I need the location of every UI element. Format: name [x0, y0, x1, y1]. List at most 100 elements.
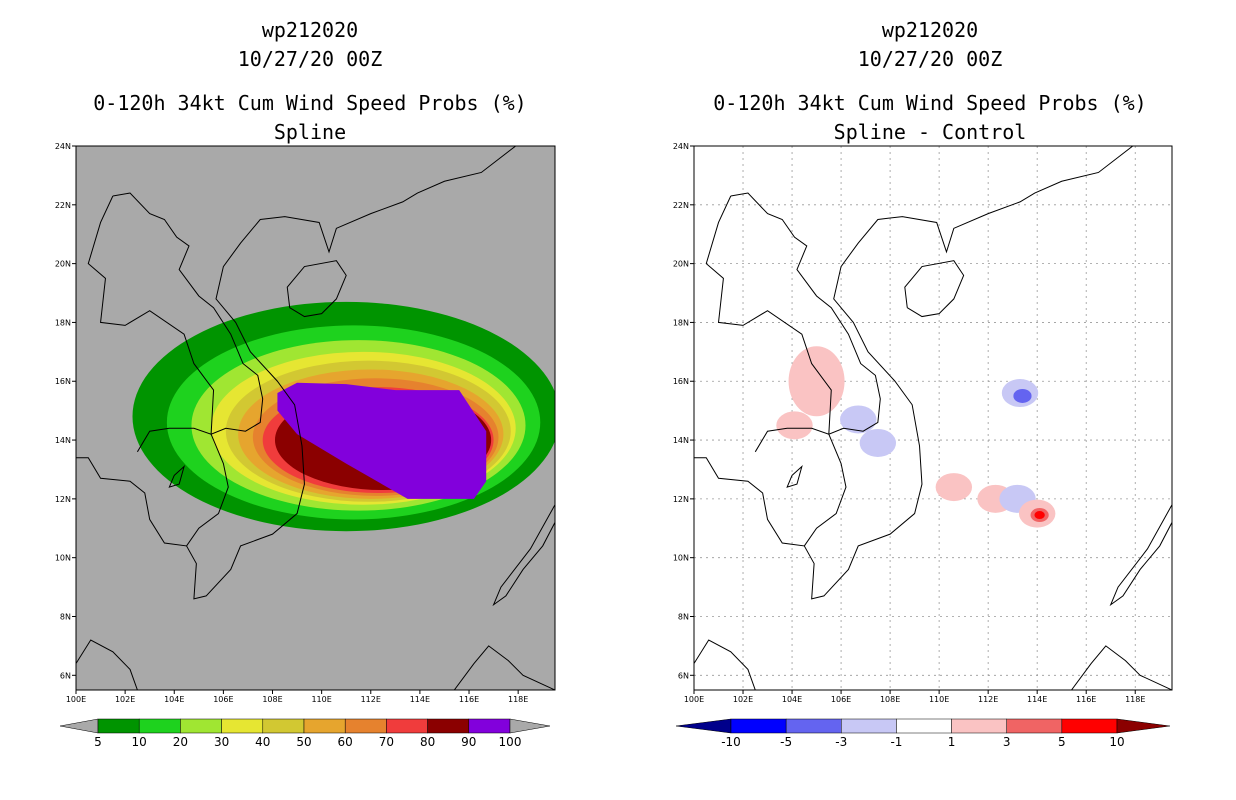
colorbar-label: 30 — [214, 735, 229, 749]
x-tick-label: 104E — [164, 695, 184, 704]
colorbar-label: 3 — [1003, 735, 1011, 749]
y-tick-label: 18N — [55, 318, 71, 327]
border-thailand — [705, 195, 832, 435]
x-tick-label: 108E — [262, 695, 282, 704]
colorbar-box — [138, 718, 181, 734]
prob-band-100 — [277, 382, 487, 499]
y-tick-label: 10N — [55, 554, 71, 563]
x-tick-label: 102E — [115, 695, 135, 704]
colorbar-label: 70 — [379, 735, 394, 749]
coastline-borneo — [1071, 645, 1172, 690]
x-tick-label: 102E — [733, 695, 753, 704]
coastline-malay — [76, 639, 138, 690]
x-tick-label: 112E — [361, 695, 381, 704]
x-tick-label: 114E — [1027, 695, 1047, 704]
y-tick-label: 6N — [60, 671, 71, 680]
colorbar-label: 90 — [461, 735, 476, 749]
colorbar-box — [427, 718, 470, 734]
right-subtitle: Spline - Control — [833, 120, 1027, 144]
x-tick-label: 100E — [66, 695, 86, 704]
y-tick-label: 8N — [678, 612, 689, 621]
diff-blob — [859, 428, 897, 457]
y-tick-label: 18N — [673, 318, 689, 327]
y-tick-label: 24N — [673, 142, 689, 151]
y-tick-label: 14N — [673, 436, 689, 445]
x-tick-label: 116E — [459, 695, 479, 704]
colorbar-label: -1 — [890, 735, 902, 749]
colorbar-box — [262, 718, 305, 734]
x-tick-label: 118E — [1125, 695, 1145, 704]
x-tick-label: 114E — [410, 695, 430, 704]
colorbar-label: -10 — [721, 735, 741, 749]
x-tick-label: 116E — [1076, 695, 1096, 704]
tonle-sap-lake — [786, 464, 803, 488]
x-tick-label: 112E — [978, 695, 998, 704]
y-tick-label: 12N — [673, 495, 689, 504]
colorbar-label: 10 — [1109, 735, 1124, 749]
colorbar-box — [1061, 718, 1118, 734]
x-tick-label: 106E — [831, 695, 851, 704]
coastline-vietnam — [694, 146, 1134, 600]
border-laos — [730, 192, 881, 453]
colorbar-arrow-low — [59, 718, 99, 734]
diff-blob — [935, 473, 973, 502]
colorbar-label: 50 — [296, 735, 311, 749]
border-cambodia — [186, 433, 229, 547]
y-tick-label: 12N — [55, 495, 71, 504]
right-date: 10/27/20 00Z — [857, 47, 1003, 71]
colorbar-box — [785, 718, 842, 734]
border-thailand — [87, 195, 215, 435]
colorbar-label: 5 — [1058, 735, 1066, 749]
x-tick-label: 108E — [880, 695, 900, 704]
map-frame — [75, 145, 556, 691]
coastline-borneo — [453, 645, 555, 690]
map-panel-1 — [694, 146, 1172, 690]
colorbar-box — [951, 718, 1007, 734]
coastline-palawan — [492, 504, 555, 607]
colorbar-label: -3 — [835, 735, 847, 749]
colorbar-box — [896, 718, 952, 734]
colorbar-box — [1006, 718, 1063, 734]
coastline-hainan — [286, 260, 347, 318]
border-cambodia — [803, 433, 847, 547]
left-title: 0-120h 34kt Cum Wind Speed Probs (%) — [93, 91, 527, 115]
y-tick-label: 10N — [673, 554, 689, 563]
border-laos — [112, 192, 264, 453]
colorbar-label: 10 — [132, 735, 147, 749]
x-tick-label: 100E — [684, 695, 704, 704]
coastline-malay — [694, 639, 756, 690]
tonle-sap-lake — [168, 465, 186, 488]
colorbar-box — [97, 718, 140, 734]
y-tick-label: 14N — [55, 436, 71, 445]
left-storm-id: wp212020 — [261, 18, 359, 42]
map-background — [694, 146, 1172, 690]
colorbar-arrow-high — [1116, 718, 1171, 734]
map-panel-0 — [76, 146, 555, 690]
y-tick-label: 22N — [55, 201, 71, 210]
left-subtitle: Spline — [273, 120, 347, 144]
colorbar-label: 5 — [94, 735, 102, 749]
colorbar-label: -5 — [780, 735, 792, 749]
colorbar-label: 60 — [338, 735, 353, 749]
x-tick-label: 104E — [782, 695, 802, 704]
diff-blob — [776, 411, 813, 440]
colorbar-box — [386, 718, 428, 734]
y-tick-label: 6N — [678, 671, 689, 680]
x-tick-label: 118E — [508, 695, 528, 704]
right-title: 0-120h 34kt Cum Wind Speed Probs (%) — [713, 91, 1147, 115]
y-tick-label: 20N — [55, 260, 71, 269]
colorbar-box — [468, 718, 511, 734]
colorbar-box — [180, 718, 222, 734]
left-panel-title: wp212020 10/27/20 00Z 0-120h 34kt Cum Wi… — [60, 16, 560, 147]
colorbar-label: 40 — [255, 735, 270, 749]
y-tick-label: 8N — [60, 612, 71, 621]
x-tick-label: 110E — [311, 695, 331, 704]
x-tick-label: 110E — [929, 695, 949, 704]
colorbar-box — [221, 718, 264, 734]
colorbar-arrow-high — [509, 718, 551, 734]
y-tick-label: 16N — [673, 377, 689, 386]
colorbar-label: 1 — [948, 735, 956, 749]
colorbar-label: 80 — [420, 735, 435, 749]
y-tick-label: 24N — [55, 142, 71, 151]
map-frame — [693, 145, 1173, 691]
